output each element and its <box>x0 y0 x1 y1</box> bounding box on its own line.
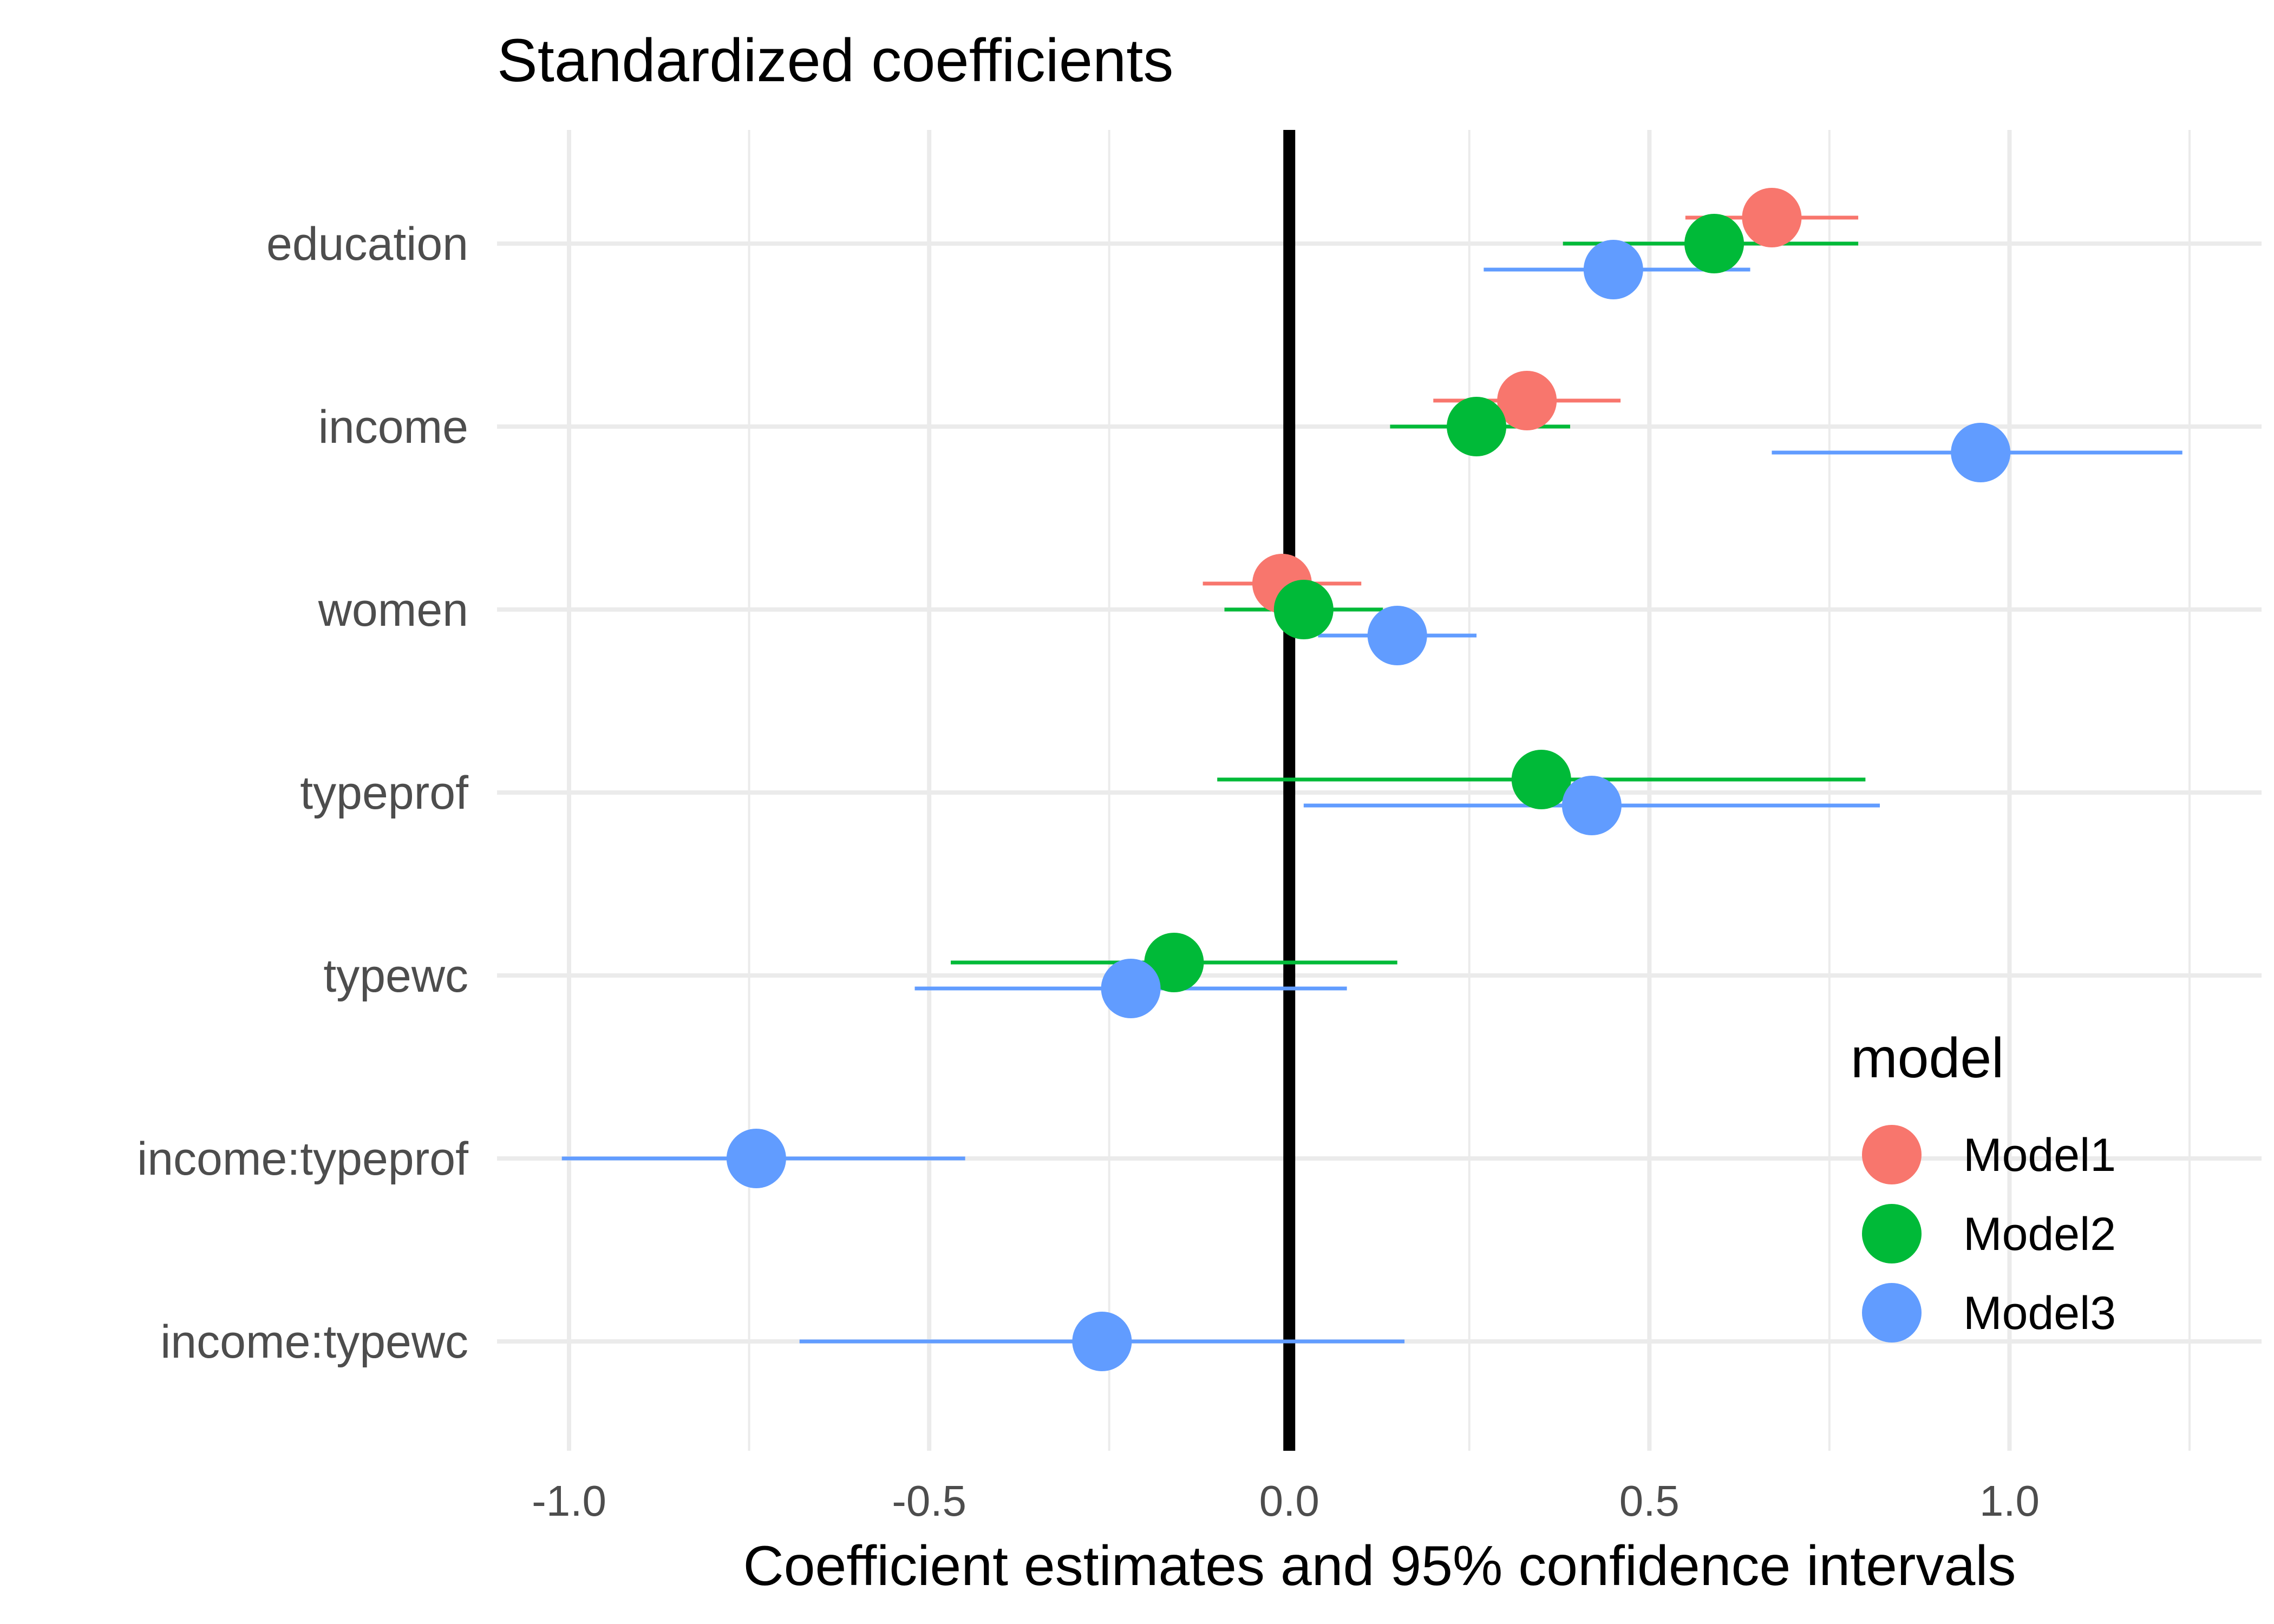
y-tick-label: typewc <box>323 950 468 1002</box>
y-tick-label: education <box>266 218 468 270</box>
point-model2-women <box>1273 580 1334 639</box>
point-model3-typewc <box>1101 959 1161 1018</box>
point-model1-education <box>1742 188 1802 247</box>
point-model3-education <box>1583 240 1643 299</box>
point-model3-income-typeprof <box>726 1129 786 1188</box>
legend-title: model <box>1851 1027 2004 1090</box>
legend-key-model3 <box>1862 1283 1922 1343</box>
y-tick-label: income <box>318 401 468 453</box>
x-tick-label: -0.5 <box>892 1477 966 1525</box>
legend-key-model1 <box>1862 1125 1922 1184</box>
point-model2-education <box>1684 214 1744 273</box>
point-model3-income <box>1951 423 2011 482</box>
y-tick-label: income:typeprof <box>137 1133 469 1185</box>
coefficient-points <box>726 188 2011 1371</box>
legend-label-model1: Model1 <box>1963 1129 2116 1181</box>
point-model2-typewc <box>1144 933 1204 992</box>
legend-items: Model1 Model2 Model3 <box>1862 1125 2116 1343</box>
legend-label-model2: Model2 <box>1963 1208 2116 1260</box>
y-tick-labels: education income women typeprof typewc income… <box>137 218 469 1368</box>
chart-title: Standardized coefficients <box>497 27 1173 94</box>
point-model3-typeprof <box>1561 776 1622 835</box>
point-model1-income <box>1497 371 1557 430</box>
y-tick-label: income:typewc <box>160 1316 468 1368</box>
x-tick-label: 1.0 <box>1979 1477 2040 1525</box>
point-model2-income <box>1447 397 1507 456</box>
point-model2-typeprof <box>1511 750 1571 809</box>
legend-key-model2 <box>1862 1204 1922 1263</box>
y-tick-label: typeprof <box>300 767 469 819</box>
point-model3-women <box>1367 606 1427 665</box>
legend-label-model3: Model3 <box>1963 1287 2116 1339</box>
x-tick-label: -1.0 <box>532 1477 606 1525</box>
point-model3-income-typewc <box>1072 1312 1132 1371</box>
x-tick-label: 0.5 <box>1619 1477 1680 1525</box>
x-tick-labels: -1.0 -0.5 0.0 0.5 1.0 <box>532 1477 2040 1525</box>
x-tick-label: 0.0 <box>1259 1477 1319 1525</box>
legend: model Model1 Model2 Model3 <box>1851 1027 2116 1343</box>
y-tick-label: women <box>318 584 468 636</box>
x-axis-label: Coefficient estimates and 95% confidence… <box>743 1535 2016 1597</box>
